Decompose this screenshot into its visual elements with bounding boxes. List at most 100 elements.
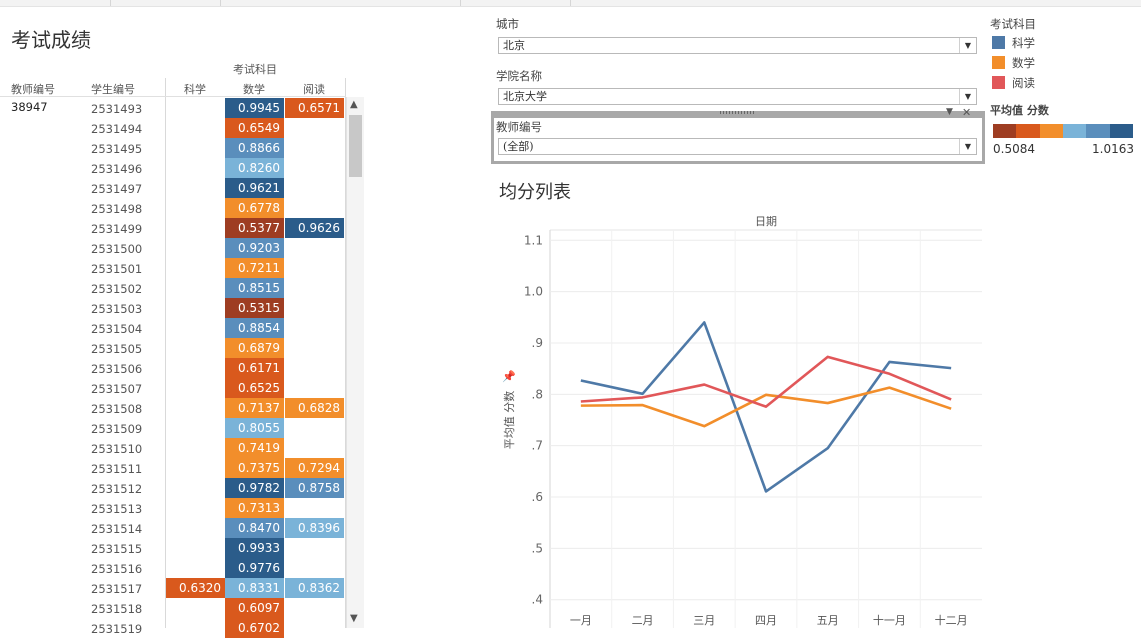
pin-icon: 📌 (502, 369, 516, 383)
scroll-down-icon[interactable]: ▼ (350, 613, 358, 624)
math-score-cell[interactable]: 0.8470 (225, 518, 284, 538)
table-row: 2531507 0.6525 (0, 378, 346, 398)
table-row: 2531515 0.9933 (0, 538, 346, 558)
math-score-cell[interactable]: 0.7137 (225, 398, 284, 418)
table-scrollbar[interactable]: ▲ ▼ (346, 97, 364, 628)
reading-score-cell[interactable]: 0.9626 (285, 218, 344, 238)
y-tick-label: .5 (532, 541, 543, 555)
math-score-cell[interactable]: 0.5315 (225, 298, 284, 318)
reading-score-cell[interactable]: 0.8362 (285, 578, 344, 598)
chevron-down-icon[interactable]: ▼ (959, 38, 976, 53)
x-tick-label: 十一月 (873, 613, 906, 627)
student-id: 2531510 (91, 442, 143, 456)
series-line-1 (580, 321, 952, 493)
math-score-cell[interactable]: 0.6549 (225, 118, 284, 138)
math-score-cell[interactable]: 0.5377 (225, 218, 284, 238)
student-id: 2531503 (91, 302, 143, 316)
reading-score-cell[interactable]: 0.6571 (285, 98, 344, 118)
y-tick-label: 1.0 (524, 285, 543, 299)
table-row: 2531514 0.8470 0.8396 (0, 518, 346, 538)
math-score-cell[interactable]: 0.6778 (225, 198, 284, 218)
table-row: 2531506 0.6171 (0, 358, 346, 378)
math-score-cell[interactable]: 0.8331 (225, 578, 284, 598)
math-score-cell[interactable]: 0.9203 (225, 238, 284, 258)
x-tick-label: 十二月 (935, 613, 968, 627)
student-id: 2531512 (91, 482, 143, 496)
student-id: 2531497 (91, 182, 143, 196)
student-id: 2531515 (91, 542, 143, 556)
student-id: 2531498 (91, 202, 143, 216)
math-score-cell[interactable]: 0.6171 (225, 358, 284, 378)
legend-swatch (992, 56, 1005, 69)
student-id: 2531508 (91, 402, 143, 416)
gradient-step (1016, 124, 1040, 138)
math-score-cell[interactable]: 0.9782 (225, 478, 284, 498)
scroll-up-icon[interactable]: ▲ (350, 99, 358, 110)
legend-label: 数学 (1012, 56, 1035, 70)
menu-dropdown-icon[interactable]: ▼ (946, 107, 953, 117)
table-row: 2531495 0.8866 (0, 138, 346, 158)
student-id: 2531517 (91, 582, 143, 596)
table-row: 2531501 0.7211 (0, 258, 346, 278)
col-header-student[interactable]: 学生编号 (91, 83, 135, 96)
math-score-cell[interactable]: 0.6097 (225, 598, 284, 618)
math-score-cell[interactable]: 0.9933 (225, 538, 284, 558)
drag-handle-icon[interactable] (720, 111, 754, 114)
table-row: 2531503 0.5315 (0, 298, 346, 318)
x-tick-label: 三月 (693, 614, 715, 627)
col-header-reading[interactable]: 阅读 (303, 83, 325, 96)
close-icon[interactable]: ✕ (962, 106, 972, 119)
math-score-cell[interactable]: 0.8866 (225, 138, 284, 158)
table-row: 2531511 0.7375 0.7294 (0, 458, 346, 478)
teacher-filter-value: (全部) (503, 140, 534, 153)
table-row: 2531494 0.6549 (0, 118, 346, 138)
college-filter-select[interactable]: 北京大学 ▼ (498, 88, 977, 105)
math-score-cell[interactable]: 0.8260 (225, 158, 284, 178)
col-header-science[interactable]: 科学 (184, 83, 206, 96)
math-score-cell[interactable]: 0.8515 (225, 278, 284, 298)
teacher-filter-card[interactable] (491, 111, 985, 164)
reading-score-cell[interactable]: 0.8758 (285, 478, 344, 498)
math-score-cell[interactable]: 0.6525 (225, 378, 284, 398)
chevron-down-icon[interactable]: ▼ (959, 89, 976, 104)
math-score-cell[interactable]: 0.9621 (225, 178, 284, 198)
math-score-cell[interactable]: 0.9776 (225, 558, 284, 578)
math-score-cell[interactable]: 0.7211 (225, 258, 284, 278)
math-score-cell[interactable]: 0.9945 (225, 98, 284, 118)
y-axis-label: 平均值 分数 (503, 391, 516, 450)
student-id: 2531496 (91, 162, 143, 176)
math-score-cell[interactable]: 0.8055 (225, 418, 284, 438)
col-header-math[interactable]: 数学 (243, 83, 265, 96)
science-score-cell[interactable]: 0.6320 (166, 578, 225, 598)
scroll-thumb[interactable] (349, 115, 362, 177)
reading-score-cell[interactable]: 0.8396 (285, 518, 344, 538)
chevron-down-icon[interactable]: ▼ (959, 139, 976, 154)
college-filter-value: 北京大学 (503, 90, 547, 103)
math-score-cell[interactable]: 0.7375 (225, 458, 284, 478)
table-row: 2531509 0.8055 (0, 418, 346, 438)
series-line-3 (580, 355, 952, 408)
toolbar-strip (0, 0, 1141, 7)
math-score-cell[interactable]: 0.7419 (225, 438, 284, 458)
city-filter-select[interactable]: 北京 ▼ (498, 37, 977, 54)
x-tick-label: 五月 (817, 614, 839, 627)
legend-label: 阅读 (1012, 76, 1035, 90)
gradient-step (1062, 124, 1087, 138)
math-score-cell[interactable]: 0.6702 (225, 618, 284, 638)
math-score-cell[interactable]: 0.6879 (225, 338, 284, 358)
reading-score-cell[interactable]: 0.6828 (285, 398, 344, 418)
table-row: 2531516 0.9776 (0, 558, 346, 578)
teacher-filter-select[interactable]: (全部) ▼ (498, 138, 977, 155)
table-row: 2531512 0.9782 0.8758 (0, 478, 346, 498)
chart-title: 均分列表 (499, 182, 571, 203)
student-id: 2531519 (91, 622, 143, 636)
table-row: 2531500 0.9203 (0, 238, 346, 258)
legend-title: 考试科目 (990, 17, 1036, 31)
y-tick-label: .8 (532, 387, 543, 401)
table-row: 2531502 0.8515 (0, 278, 346, 298)
math-score-cell[interactable]: 0.7313 (225, 498, 284, 518)
reading-score-cell[interactable]: 0.7294 (285, 458, 344, 478)
math-score-cell[interactable]: 0.8854 (225, 318, 284, 338)
student-id: 2531518 (91, 602, 143, 616)
col-header-teacher[interactable]: 教师编号 (11, 83, 55, 96)
